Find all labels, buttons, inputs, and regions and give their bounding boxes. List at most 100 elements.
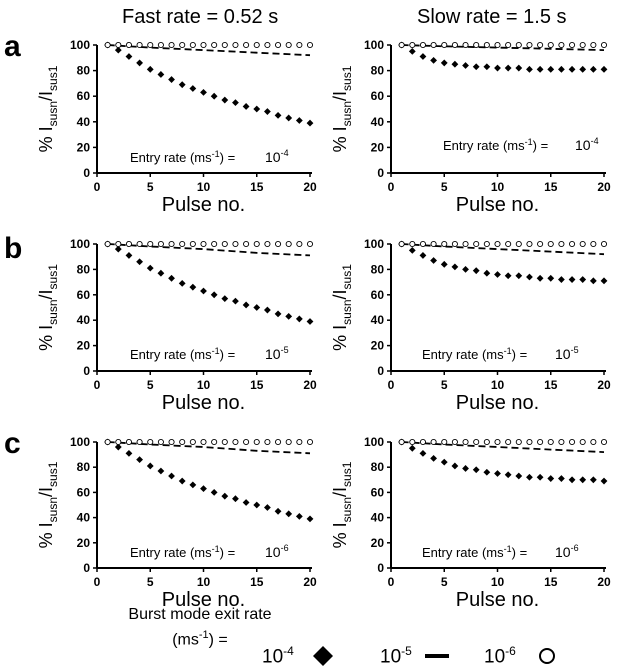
y-tick-label: 60 <box>371 485 385 499</box>
data-point-diamond <box>189 481 197 489</box>
data-point-circle <box>253 41 260 49</box>
x-tick-label: 0 <box>388 180 395 194</box>
x-tick-label: 10 <box>197 575 211 589</box>
x-tick-label: 15 <box>544 180 558 194</box>
data-point-diamond <box>114 46 122 54</box>
y-tick-label: 80 <box>77 64 91 78</box>
x-tick-label: 20 <box>597 378 611 392</box>
data-point-circle <box>430 41 437 49</box>
data-point-diamond <box>526 273 533 281</box>
data-point-circle <box>306 240 314 248</box>
data-point-diamond <box>558 276 565 283</box>
x-tick-label: 20 <box>303 575 317 589</box>
entry-rate-label: Entry rate (ms-1) = <box>130 149 235 165</box>
data-point-circle <box>537 438 544 446</box>
x-tick-label: 20 <box>597 180 611 194</box>
data-point-diamond <box>526 473 533 481</box>
legend-title: Burst mode exit rate (ms-1) = <box>95 604 305 650</box>
data-point-diamond <box>483 269 491 277</box>
data-point-circle <box>505 240 512 248</box>
data-point-circle <box>221 41 228 49</box>
data-point-circle <box>115 240 122 248</box>
data-point-diamond <box>114 443 122 451</box>
data-point-diamond <box>285 510 293 518</box>
data-point-diamond <box>178 279 186 287</box>
data-point-diamond <box>253 105 261 113</box>
data-point-diamond <box>168 274 175 282</box>
data-point-circle <box>462 438 469 446</box>
x-tick-label: 15 <box>250 180 264 194</box>
dash-icon <box>425 654 449 658</box>
y-tick-label: 80 <box>77 460 91 474</box>
data-point-diamond <box>285 312 293 320</box>
data-point-diamond <box>285 114 293 122</box>
data-point-diamond <box>568 276 576 283</box>
data-point-circle <box>168 240 175 248</box>
x-tick-label: 15 <box>250 575 264 589</box>
data-point-diamond <box>125 252 133 259</box>
data-point-diamond <box>408 444 416 452</box>
data-point-diamond <box>157 71 165 78</box>
data-point-circle <box>483 41 490 49</box>
data-point-circle <box>274 438 282 446</box>
entry-rate-label: Entry rate (ms-1) = <box>130 544 235 560</box>
data-point-diamond <box>264 108 271 115</box>
data-point-diamond <box>483 468 491 476</box>
entry-rate-label: Entry rate (ms-1) = <box>130 346 235 362</box>
data-point-circle <box>547 41 554 49</box>
data-point-circle <box>115 41 122 49</box>
data-point-diamond <box>200 287 207 295</box>
entry-rate-value: 10-6 <box>555 543 579 560</box>
series-line-1e-5 <box>107 44 311 57</box>
data-point-circle <box>473 41 480 49</box>
data-point-circle <box>264 240 271 248</box>
data-point-diamond <box>125 53 133 60</box>
data-point-diamond <box>253 501 261 509</box>
data-point-diamond <box>568 476 576 484</box>
data-point-circle <box>569 41 576 49</box>
data-point-diamond <box>430 257 437 264</box>
y-tick-label: 0 <box>83 166 90 180</box>
data-point-circle <box>590 438 597 446</box>
data-point-circle <box>515 41 522 49</box>
y-tick-label: 60 <box>371 288 385 302</box>
data-point-diamond <box>547 65 555 73</box>
data-point-circle <box>274 41 282 49</box>
data-point-circle <box>157 438 164 446</box>
data-point-diamond <box>253 304 261 311</box>
entry-rate-value: 10-5 <box>265 345 289 362</box>
x-tick-label: 20 <box>303 378 317 392</box>
data-point-circle <box>264 438 271 446</box>
data-point-diamond <box>136 59 143 67</box>
data-point-circle <box>494 240 501 248</box>
data-point-circle <box>494 41 501 49</box>
data-point-diamond <box>221 295 229 303</box>
data-point-circle <box>419 240 427 248</box>
data-point-diamond <box>242 103 250 110</box>
column-title-slow: Slow rate = 1.5 s <box>417 6 567 28</box>
data-point-circle <box>136 438 143 446</box>
data-point-circle <box>104 438 111 446</box>
data-point-diamond <box>462 62 469 69</box>
entry-rate-value: 10-4 <box>265 148 289 165</box>
data-point-diamond <box>440 260 448 268</box>
data-point-circle <box>243 41 250 49</box>
data-point-circle <box>157 240 164 248</box>
data-point-circle <box>462 41 469 49</box>
data-point-circle <box>494 438 501 446</box>
data-point-circle <box>125 41 132 49</box>
data-point-circle <box>451 41 458 49</box>
data-point-circle <box>430 240 437 248</box>
data-point-diamond <box>189 283 197 291</box>
y-axis-label: % Isusn/Isus1 <box>36 65 60 152</box>
data-point-circle <box>211 240 218 248</box>
data-point-diamond <box>526 65 533 73</box>
data-point-diamond <box>408 246 416 254</box>
y-tick-label: 100 <box>364 435 384 449</box>
data-point-circle <box>200 240 207 248</box>
y-tick-label: 100 <box>70 237 90 251</box>
y-tick-label: 0 <box>377 561 384 575</box>
data-point-diamond <box>221 492 229 500</box>
y-tick-label: 80 <box>77 262 91 276</box>
